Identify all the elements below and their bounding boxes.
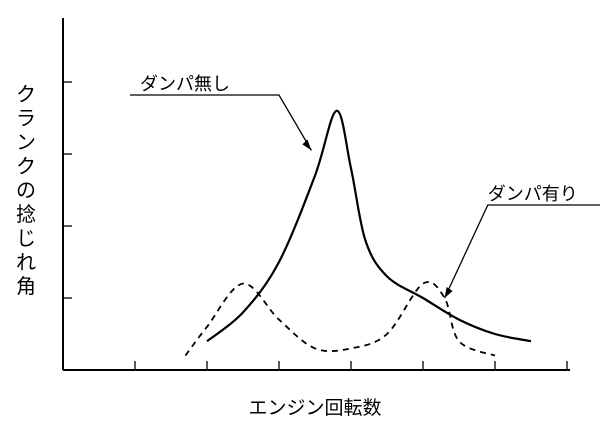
series-layer [184,109,532,357]
y-axis-label-char: ン [16,130,36,154]
annotation-leaders [130,94,600,299]
y-axis-label-char: じ [16,226,36,250]
series-line-with-damper [184,281,496,357]
y-axis-label-char: 捻 [16,202,36,226]
leader-with-damper [444,204,600,299]
annotation-with-damper: ダンパ有り [487,184,578,205]
annotation-no-damper: ダンパ無し [140,74,230,95]
y-axis-label-char: の [16,178,36,202]
y-axis-label-char: ク [16,154,36,178]
y-axis-label-char: ク [16,82,36,106]
series-line-no-damper [206,109,532,343]
y-axis-label-char: れ [16,250,36,274]
y-axis-label-char: ラ [16,106,36,130]
arrowhead-with-damper [444,287,453,298]
axes [62,18,570,371]
y-axis-label-char: 角 [16,274,36,298]
y-axis-label: クランクの捻じれ角 [14,82,38,298]
arrowhead-no-damper [302,139,312,151]
leader-no-damper [130,94,312,151]
x-axis-label: エンジン回転数 [248,397,382,419]
